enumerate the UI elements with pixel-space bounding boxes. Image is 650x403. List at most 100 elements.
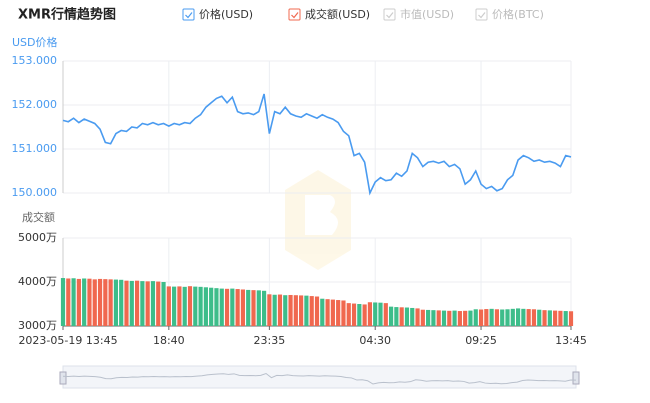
volume-bar <box>219 288 224 326</box>
volume-bar <box>441 310 447 326</box>
zoom-handle[interactable] <box>59 371 67 385</box>
volume-bar <box>230 288 235 326</box>
zoom-handle[interactable] <box>572 371 580 385</box>
x-tick-label: 23:35 <box>254 334 286 347</box>
volume-bar <box>320 298 325 326</box>
price-line <box>62 93 572 196</box>
x-tick-label: 2023-05-19 13:45 <box>18 334 117 347</box>
volume-bar <box>394 307 399 326</box>
volume-bar <box>357 304 362 326</box>
legend-item[interactable]: 成交额(USD) <box>288 7 370 21</box>
y-tick-label: 152.000 <box>12 98 58 111</box>
volume-bar <box>468 310 473 326</box>
volume-bar <box>182 286 187 326</box>
volume-bar <box>203 287 208 326</box>
volume-bar <box>134 280 140 326</box>
volume-bar <box>97 278 103 326</box>
y2-tick-label: 5000万 <box>18 231 57 244</box>
volume-bar <box>76 278 81 326</box>
volume-bar <box>103 279 108 326</box>
volume-bar <box>330 299 335 326</box>
volume-bar <box>224 288 230 326</box>
volume-bar <box>87 278 92 326</box>
volume-bar <box>410 307 415 326</box>
volume-bar <box>515 308 521 326</box>
volume-bar <box>399 307 404 326</box>
volume-bar <box>383 303 388 326</box>
volume-bar <box>293 295 298 326</box>
volume-bar <box>531 309 537 326</box>
volume-bar <box>521 308 526 326</box>
volume-bar <box>161 282 166 326</box>
volume-bar <box>388 306 394 326</box>
volume-bar <box>66 278 71 326</box>
volume-bar <box>463 310 468 326</box>
y-tick-label: 153.000 <box>12 54 58 67</box>
legend-item[interactable]: 价格(USD) <box>182 7 253 21</box>
volume-bar <box>457 311 462 326</box>
volume-bar <box>240 289 246 326</box>
legend-label: 成交额(USD) <box>305 7 370 21</box>
volume-bar <box>452 310 457 326</box>
volume-bar <box>277 294 283 326</box>
volume-bar <box>288 294 293 326</box>
volume-bar <box>256 290 261 326</box>
x-tick-label: 04:30 <box>359 334 391 347</box>
volume-bar <box>124 280 129 326</box>
legend-checkbox <box>475 8 488 21</box>
volume-bar <box>473 309 478 326</box>
volume-bar <box>563 311 568 326</box>
volume-bar <box>214 288 219 326</box>
volume-bar <box>166 286 171 326</box>
y2-tick-label: 3000万 <box>18 319 57 332</box>
volume-bar <box>113 279 119 326</box>
volume-bar <box>246 289 251 326</box>
volume-bar <box>542 310 547 326</box>
volume-bar <box>177 286 182 326</box>
volume-bar <box>272 294 277 326</box>
volume-bar <box>404 307 410 326</box>
legend-item[interactable]: 价格(BTC) <box>475 7 544 21</box>
legend-check <box>478 12 486 19</box>
volume-bar <box>304 295 309 326</box>
legend-checkbox <box>383 8 396 21</box>
legend-label: 价格(BTC) <box>492 7 544 21</box>
legend-checkbox <box>288 8 301 21</box>
volume-bar <box>415 308 420 326</box>
volume-bar <box>129 280 134 326</box>
volume-bar <box>362 304 367 326</box>
volume-bar <box>60 278 66 326</box>
volume-bar <box>108 279 113 326</box>
volume-bar <box>420 309 425 326</box>
volume-bar <box>478 309 484 326</box>
volume-bar <box>314 296 320 326</box>
y2-tick-label: 4000万 <box>18 275 57 288</box>
volume-bar <box>267 294 272 326</box>
volume-bar <box>558 310 563 326</box>
volume-bar <box>373 302 378 326</box>
volume-bar <box>436 310 441 326</box>
legend-check <box>185 12 193 19</box>
x-tick-label: 18:40 <box>153 334 185 347</box>
volume-bar <box>209 287 214 326</box>
volume-bar <box>367 302 373 326</box>
volume-bar <box>447 310 452 326</box>
volume-bar <box>251 290 256 326</box>
volume-bar <box>553 310 558 326</box>
volume-bar <box>494 309 500 326</box>
volume-bar <box>82 278 87 326</box>
volume-bar <box>336 300 341 326</box>
volume-bar <box>431 310 436 326</box>
y-tick-label: 150.000 <box>12 186 58 199</box>
volume-bar <box>283 295 288 326</box>
legend-item[interactable]: 市值(USD) <box>383 7 454 21</box>
volume-bar <box>537 309 542 326</box>
y-axis-label: USD价格 <box>12 35 58 49</box>
volume-bar <box>187 286 193 326</box>
volume-bar <box>346 303 351 326</box>
volume-bar <box>119 279 124 326</box>
volume-bar <box>309 296 314 326</box>
volume-bar <box>341 300 346 326</box>
